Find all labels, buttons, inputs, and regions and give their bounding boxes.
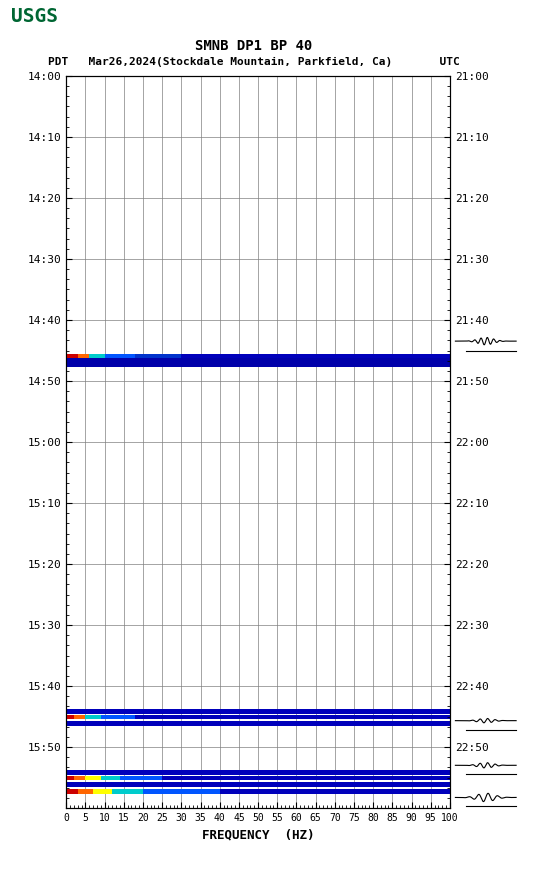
Text: SMNB DP1 BP 40: SMNB DP1 BP 40	[195, 39, 312, 53]
Bar	[66, 789, 78, 794]
Bar	[66, 709, 450, 714]
Bar	[66, 782, 450, 788]
Bar	[93, 789, 112, 794]
Bar	[101, 776, 120, 780]
X-axis label: FREQUENCY  (HZ): FREQUENCY (HZ)	[202, 829, 314, 841]
Bar	[66, 776, 450, 780]
Bar	[74, 714, 86, 719]
Text: PDT   Mar26,2024(Stockdale Mountain, Parkfield, Ca)       UTC: PDT Mar26,2024(Stockdale Mountain, Parkf…	[48, 57, 460, 67]
Bar	[66, 770, 450, 774]
Bar	[66, 354, 78, 358]
Bar	[66, 714, 450, 719]
Bar	[89, 354, 105, 358]
Bar	[143, 789, 220, 794]
Bar	[66, 789, 450, 794]
Bar	[66, 776, 74, 780]
Bar	[101, 714, 135, 719]
Bar	[78, 354, 89, 358]
Bar	[66, 354, 450, 358]
Bar	[74, 776, 86, 780]
Text: USGS: USGS	[11, 7, 58, 26]
Bar	[66, 358, 450, 367]
Bar	[66, 721, 450, 726]
Bar	[135, 354, 181, 358]
Bar	[104, 354, 135, 358]
Bar	[66, 714, 74, 719]
Bar	[78, 789, 93, 794]
Bar	[86, 714, 101, 719]
Bar	[120, 776, 162, 780]
Bar	[86, 776, 101, 780]
Bar	[112, 789, 143, 794]
Bar	[220, 789, 450, 794]
